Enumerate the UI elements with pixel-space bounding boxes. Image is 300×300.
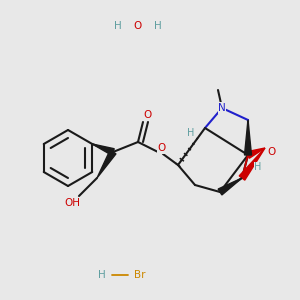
Text: H: H (114, 21, 122, 31)
Polygon shape (97, 150, 116, 178)
Polygon shape (92, 144, 114, 155)
Polygon shape (218, 178, 242, 195)
Text: O: O (134, 21, 142, 31)
Text: H: H (254, 162, 262, 172)
Text: OH: OH (64, 198, 80, 208)
Text: O: O (268, 147, 276, 157)
Polygon shape (244, 120, 251, 155)
Text: H: H (98, 270, 106, 280)
Polygon shape (239, 148, 265, 180)
Text: H: H (187, 128, 195, 138)
Text: O: O (144, 110, 152, 120)
Text: H: H (154, 21, 162, 31)
Polygon shape (247, 148, 265, 158)
Text: Br: Br (134, 270, 146, 280)
Text: O: O (158, 143, 166, 153)
Text: N: N (218, 103, 226, 113)
